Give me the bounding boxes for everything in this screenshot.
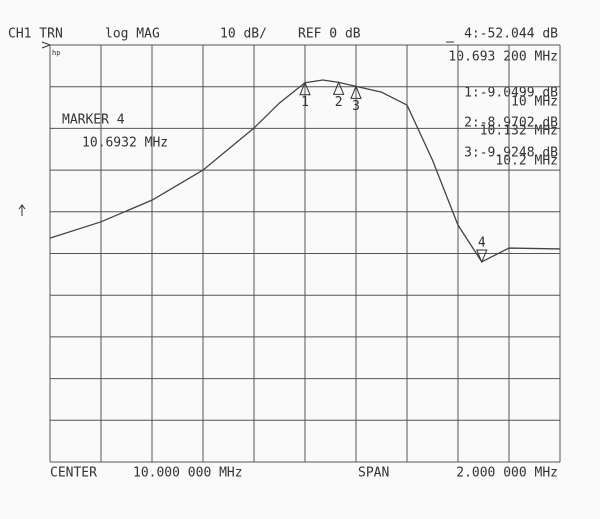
span-label: SPAN [358, 466, 389, 481]
marker-freq: 10.2 MHz [495, 154, 558, 169]
marker-label: 3 [352, 99, 360, 114]
reference: REF 0 dB [298, 27, 361, 42]
marker [332, 81, 345, 95]
center-label: CENTER [50, 466, 97, 481]
marker [299, 81, 311, 96]
logo: hp [52, 49, 60, 57]
ref-arrow [18, 204, 26, 216]
active-marker-freq: 10.693 200 MHz [448, 50, 558, 65]
marker-label: 2 [335, 95, 343, 110]
marker [350, 85, 362, 99]
marker [476, 249, 488, 264]
marker-label: 4 [478, 236, 486, 251]
marker-freq: 10 MHz [511, 95, 558, 110]
marker-box-title: MARKER 4 [62, 113, 125, 128]
format: log MAG [105, 27, 160, 42]
scale: 10 dB/ [220, 27, 267, 42]
marker-readout: 3:-9.9248 dB [464, 146, 558, 161]
span-value: 2.000 000 MHz [456, 466, 558, 481]
marker-label: 1 [301, 95, 309, 110]
marker-readout: 1:-9.0499 dB [464, 86, 558, 101]
channel: CH1 TRN [8, 27, 63, 42]
marker-freq: 10.132 MHz [480, 124, 558, 139]
marker-readout: 2:-8.9702 dB [464, 116, 558, 131]
active-marker: 4:-52.044 dB [464, 27, 558, 42]
marker-box-freq: 10.6932 MHz [82, 136, 168, 151]
center-value: 10.000 000 MHz [133, 466, 243, 481]
